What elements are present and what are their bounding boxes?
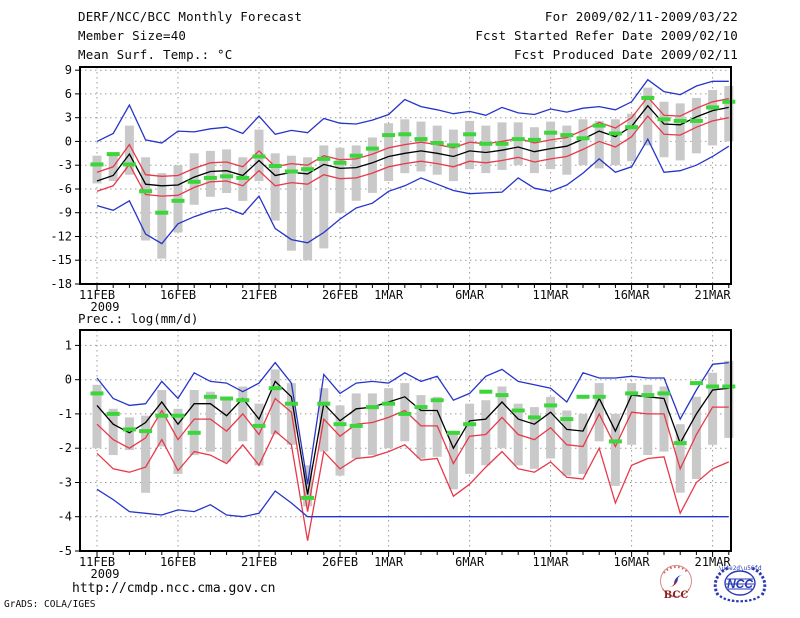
precip-chart-title: Prec.: log(mm/d) — [78, 311, 199, 326]
svg-text:1MAR: 1MAR — [374, 288, 404, 302]
ncc-logo: NCC \u4e2d\u56fd — [713, 565, 767, 603]
svg-text:2009: 2009 — [91, 567, 120, 581]
fcst-produced-date-label: Fcst Produced Date 2009/02/11 — [513, 47, 738, 62]
header-left: DERF/NCC/BCC Monthly Forecast Member Siz… — [78, 7, 302, 64]
plot-frame — [79, 66, 732, 285]
svg-text:-5: -5 — [58, 544, 72, 558]
svg-text:21MAR: 21MAR — [695, 555, 732, 569]
series-lines — [96, 78, 730, 245]
svg-text:9: 9 — [65, 63, 72, 77]
svg-text:6MAR: 6MAR — [455, 288, 485, 302]
svg-text:21FEB: 21FEB — [241, 288, 277, 302]
bcc-logo: BCC — [660, 565, 692, 601]
page-title: DERF/NCC/BCC Monthly Forecast — [78, 9, 303, 24]
svg-text:-18: -18 — [50, 277, 72, 291]
x-axis-labels: 11FEB 16FEB 21FEB 26FEB 1MAR 6MAR 11MAR 16MAR 21… — [79, 288, 731, 314]
svg-text:11MAR: 11MAR — [533, 555, 570, 569]
grads-credit: GrADS: COLA/IGES — [4, 599, 96, 610]
forecast-range-label: For 2009/02/11-2009/03/22 — [544, 9, 738, 24]
svg-text:16FEB: 16FEB — [160, 288, 196, 302]
svg-text:-12: -12 — [50, 230, 72, 244]
y-axis-labels: 9 6 3 0 -3 -6 -9 -12 -15 -18 — [50, 63, 72, 291]
plot-frame — [79, 329, 732, 552]
red-lower-band — [96, 430, 730, 541]
source-url: http://cmdp.ncc.cma.gov.cn — [72, 581, 276, 596]
svg-text:26FEB: 26FEB — [322, 288, 358, 302]
red-upper-band — [96, 96, 729, 177]
svg-text:11FEB: 11FEB — [79, 288, 115, 302]
blue-lower-envelope — [96, 137, 730, 245]
svg-text:16MAR: 16MAR — [614, 288, 651, 302]
svg-text:6MAR: 6MAR — [455, 555, 485, 569]
svg-text:-15: -15 — [50, 253, 72, 267]
red-lower-band — [96, 115, 729, 197]
svg-text:11FEB: 11FEB — [79, 555, 115, 569]
svg-text:0: 0 — [65, 373, 72, 387]
svg-text:6: 6 — [65, 87, 72, 101]
axis-ticks — [75, 69, 730, 290]
black-ensemble-mean — [96, 104, 729, 187]
gray-spread-bars — [92, 86, 734, 261]
svg-text:-3: -3 — [58, 476, 72, 490]
svg-text:2009: 2009 — [91, 300, 120, 314]
black-ensemble-mean — [96, 380, 729, 495]
svg-text:11MAR: 11MAR — [533, 288, 570, 302]
header-right: For 2009/02/11-2009/03/22 Fcst Started R… — [475, 7, 738, 64]
svg-text:-2: -2 — [58, 441, 72, 455]
blue-lower-envelope — [96, 488, 729, 518]
ncc-logo-topmark: \u4e2d\u56fd — [718, 565, 762, 572]
svg-text:1: 1 — [65, 338, 72, 352]
svg-text:0: 0 — [65, 134, 72, 148]
precipitation-chart: 1 0 -1 -2 -3 -4 -5 11FEB 16FEB 21FEB 26FEB 1MAR 6MAR… — [58, 329, 736, 581]
member-size-label: Member Size=40 — [78, 28, 187, 43]
svg-text:16MAR: 16MAR — [614, 555, 651, 569]
svg-text:-6: -6 — [58, 182, 72, 196]
svg-text:21FEB: 21FEB — [241, 555, 277, 569]
svg-text:-3: -3 — [58, 158, 72, 172]
bcc-swirl-blue — [674, 575, 683, 584]
temp-chart-title: Mean Surf. Temp.: °C — [78, 47, 233, 62]
svg-text:26FEB: 26FEB — [322, 555, 358, 569]
bcc-logo-text: BCC — [664, 590, 689, 601]
y-axis-labels: 1 0 -1 -2 -3 -4 -5 — [58, 338, 72, 558]
svg-text:-1: -1 — [58, 407, 72, 421]
x-axis-labels: 11FEB 16FEB 21FEB 26FEB 1MAR 6MAR 11MAR 16MAR 21… — [79, 555, 731, 581]
red-upper-band — [96, 397, 729, 512]
svg-text:-9: -9 — [58, 206, 72, 220]
axis-ticks — [75, 344, 730, 557]
svg-text:-4: -4 — [58, 510, 72, 524]
svg-text:3: 3 — [65, 111, 72, 125]
blue-upper-envelope — [96, 78, 729, 144]
svg-text:16FEB: 16FEB — [160, 555, 196, 569]
series-lines — [96, 361, 730, 541]
green-dash-markers — [90, 95, 736, 215]
svg-text:1MAR: 1MAR — [374, 555, 404, 569]
blue-upper-envelope — [96, 361, 729, 485]
fcst-refer-date-label: Fcst Started Refer Date 2009/02/10 — [475, 28, 738, 43]
green-dash-markers — [90, 381, 736, 500]
ncc-logo-text: NCC — [727, 577, 753, 591]
svg-text:21MAR: 21MAR — [695, 288, 732, 302]
